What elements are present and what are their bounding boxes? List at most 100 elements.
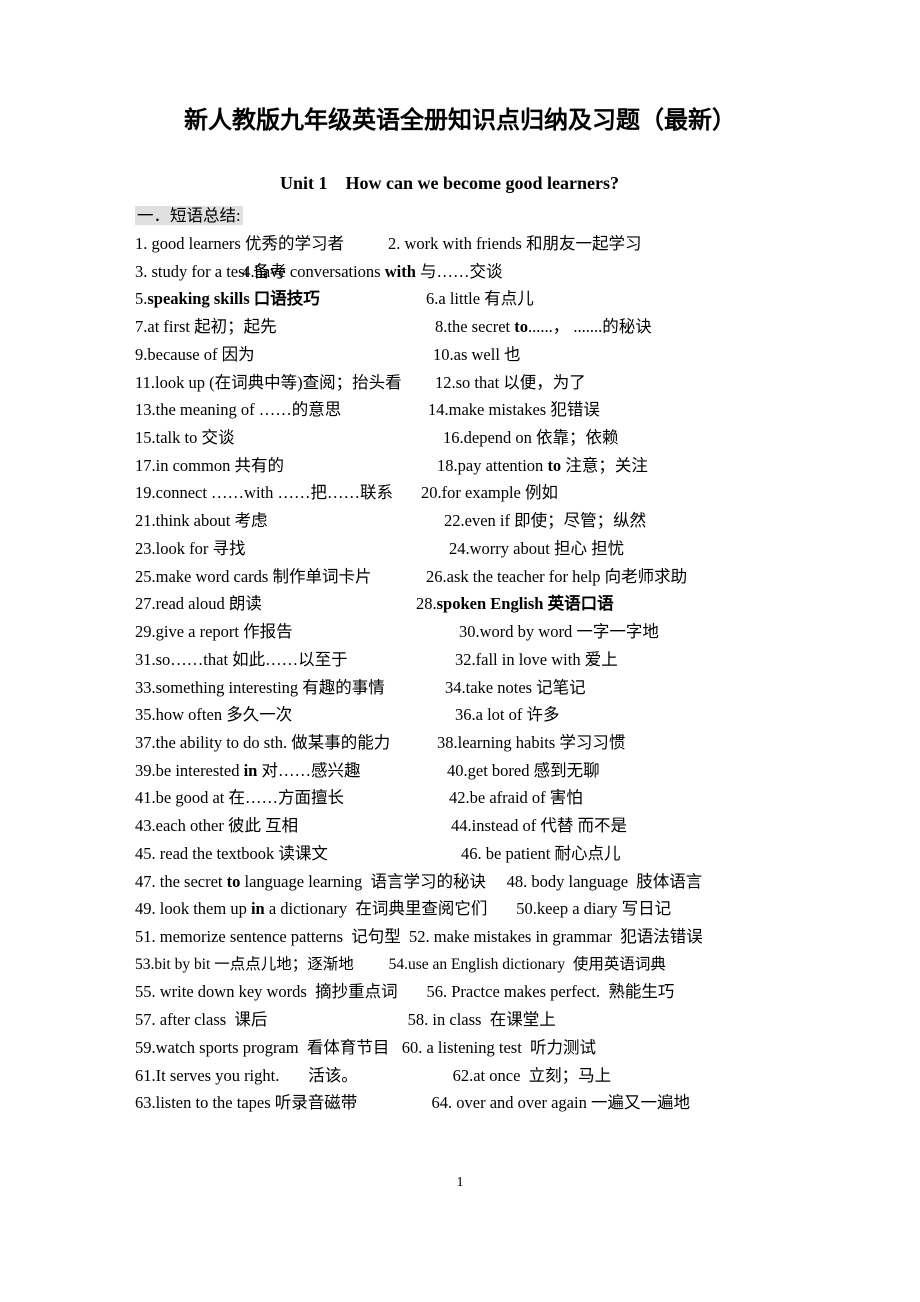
vocab-row: 35.how often 多久一次 36.a lot of 许多 [135,701,785,729]
entry-61-62: 61.It serves you right. 活该。 62.at once 立… [135,1062,785,1090]
t: 注意；关注 [561,456,648,475]
t: to [547,456,561,475]
entry-14: 14.make mistakes 犯错误 [428,396,600,424]
vocab-row: 25.make word cards 制作单词卡片 26.ask the tea… [135,563,785,591]
entry-43: 43.each other 彼此 互相 [135,812,451,840]
entry-9: 9.because of 因为 [135,341,433,369]
t: 47. the secret [135,872,227,891]
page-number: 1 [135,1175,785,1191]
t: 39.be interested [135,761,244,780]
vocab-row: 15.talk to 交谈 16.depend on 依靠；依赖 [135,424,785,452]
t: ......， .......的秘诀 [528,317,652,336]
entry-38: 38.learning habits 学习习惯 [437,729,625,757]
entry-8: 8.the secret to......， .......的秘诀 [435,313,652,341]
vocab-row: 19.connect ……with ……把……联系 20.for example… [135,479,785,507]
entry-18: 18.pay attention to 注意；关注 [437,452,648,480]
entry-35: 35.how often 多久一次 [135,701,455,729]
entry-42: 42.be afraid of 害怕 [449,784,583,812]
vocab-row: 45. read the textbook 读课文 46. be patient… [135,840,785,868]
entry-44: 44.instead of 代替 而不是 [451,812,627,840]
entry-49-50: 49. look them up in a dictionary 在词典里查阅它… [135,895,785,923]
entry-5: 5.speaking skills 口语技巧 [135,285,426,313]
vocab-row: 9.because of 因为 10.as well 也 [135,341,785,369]
entry-33: 33.something interesting 有趣的事情 [135,674,445,702]
entry-17: 17.in common 共有的 [135,452,437,480]
entry-59-60: 59.watch sports program 看体育节目 60. a list… [135,1034,785,1062]
vocab-row: 11.look up (在词典中等)查阅；抬头看 12.so that 以便，为… [135,369,785,397]
entry-53-54: 53.bit by bit 一点点儿地；逐渐地 54.use an Englis… [135,951,785,979]
t: to [227,872,241,891]
vocab-row: 21.think about 考虑 22.even if 即使；尽管；纵然 [135,507,785,535]
entry-23: 23.look for 寻找 [135,535,449,563]
entry-41: 41.be good at 在……方面擅长 [135,784,449,812]
entry-39: 39.be interested in 对……感兴趣 [135,757,447,785]
entry-10: 10.as well 也 [433,341,521,369]
entry-37: 37.the ability to do sth. 做某事的能力 [135,729,437,757]
entry-20: 20.for example 例如 [421,479,558,507]
t: in [244,761,258,780]
entry-46: 46. be patient 耐心点儿 [461,840,620,868]
entry-13: 13.the meaning of ……的意思 [135,396,428,424]
entry-26: 26.ask the teacher for help 向老师求助 [426,563,687,591]
t: a dictionary 在词典里查阅它们 50.keep a diary 写日… [265,899,671,918]
entry-4: 4.have conversations with 与……交谈 [242,258,502,286]
vocab-row: 43.each other 彼此 互相 44.instead of 代替 而不是 [135,812,785,840]
vocab-row: 13.the meaning of ……的意思 14.make mistakes… [135,396,785,424]
entry-24: 24.worry about 担心 担忧 [449,535,624,563]
vocab-row: 5.speaking skills 口语技巧 6.a little 有点儿 [135,285,785,313]
vocab-row: 41.be good at 在……方面擅长 42.be afraid of 害怕 [135,784,785,812]
vocab-row: 23.look for 寻找 24.worry about 担心 担忧 [135,535,785,563]
t: 28. [416,594,437,613]
t: 与……交谈 [416,262,503,281]
document-page: 新人教版九年级英语全册知识点归纳及习题（最新） Unit 1 How can w… [0,0,920,1251]
unit-suffix: How can we become good learners? [346,173,619,193]
vocab-row: 33.something interesting 有趣的事情 34.take n… [135,674,785,702]
vocab-row: 7.at first 起初；起先 8.the secret to......， … [135,313,785,341]
t: in [251,899,265,918]
entry-31: 31.so……that 如此……以至于 [135,646,455,674]
entry-2: 2. work with friends 和朋友一起学习 [388,230,641,258]
t: with [385,262,416,281]
entry-16: 16.depend on 依靠；依赖 [443,424,619,452]
entry-12: 12.so that 以便，为了 [435,369,586,397]
entry-11: 11.look up (在词典中等)查阅；抬头看 [135,369,435,397]
t: 8.the secret [435,317,514,336]
vocab-row: 37.the ability to do sth. 做某事的能力 38.lear… [135,729,785,757]
vocab-row: 29.give a report 作报告 30.word by word 一字一… [135,618,785,646]
entry-40: 40.get bored 感到无聊 [447,757,600,785]
main-title: 新人教版九年级英语全册知识点归纳及习题（最新） [135,100,785,135]
t: speaking skills 口语技巧 [147,289,319,308]
entry-6: 6.a little 有点儿 [426,285,534,313]
entry-27: 27.read aloud 朗读 [135,590,416,618]
t: 49. look them up [135,899,251,918]
entry-63-64: 63.listen to the tapes 听录音磁带 64. over an… [135,1089,785,1117]
entry-7: 7.at first 起初；起先 [135,313,435,341]
entry-36: 36.a lot of 许多 [455,701,560,729]
vocab-row: 17.in common 共有的 18.pay attention to 注意；… [135,452,785,480]
entry-1: 1. good learners 优秀的学习者 [135,230,388,258]
t: 18.pay attention [437,456,547,475]
entry-15: 15.talk to 交谈 [135,424,443,452]
entry-47-48: 47. the secret to language learning 语言学习… [135,868,785,896]
entry-34: 34.take notes 记笔记 [445,674,586,702]
entry-28: 28.spoken English 英语口语 [416,590,614,618]
entry-29: 29.give a report 作报告 [135,618,459,646]
entry-30: 30.word by word 一字一字地 [459,618,659,646]
t: 5. [135,289,147,308]
vocab-row: 39.be interested in 对……感兴趣 40.get bored … [135,757,785,785]
vocab-row: 1. good learners 优秀的学习者 2. work with fri… [135,230,785,258]
entry-22: 22.even if 即使；尽管；纵然 [444,507,646,535]
vocab-row: 31.so……that 如此……以至于 32.fall in love with… [135,646,785,674]
entry-19: 19.connect ……with ……把……联系 [135,479,421,507]
t: language learning 语言学习的秘诀 48. body langu… [240,872,702,891]
t: spoken English 英语口语 [437,594,614,613]
section-header: 一．短语总结: [135,206,243,225]
entry-25: 25.make word cards 制作单词卡片 [135,563,426,591]
entry-51-52: 51. memorize sentence patterns 记句型 52. m… [135,923,785,951]
entry-45: 45. read the textbook 读课文 [135,840,461,868]
entry-57-58: 57. after class 课后 58. in class 在课堂上 [135,1006,785,1034]
entry-32: 32.fall in love with 爱上 [455,646,618,674]
entry-21: 21.think about 考虑 [135,507,444,535]
unit-title: Unit 1 How can we become good learners? [280,173,785,194]
t: 4.have conversations [242,262,385,281]
